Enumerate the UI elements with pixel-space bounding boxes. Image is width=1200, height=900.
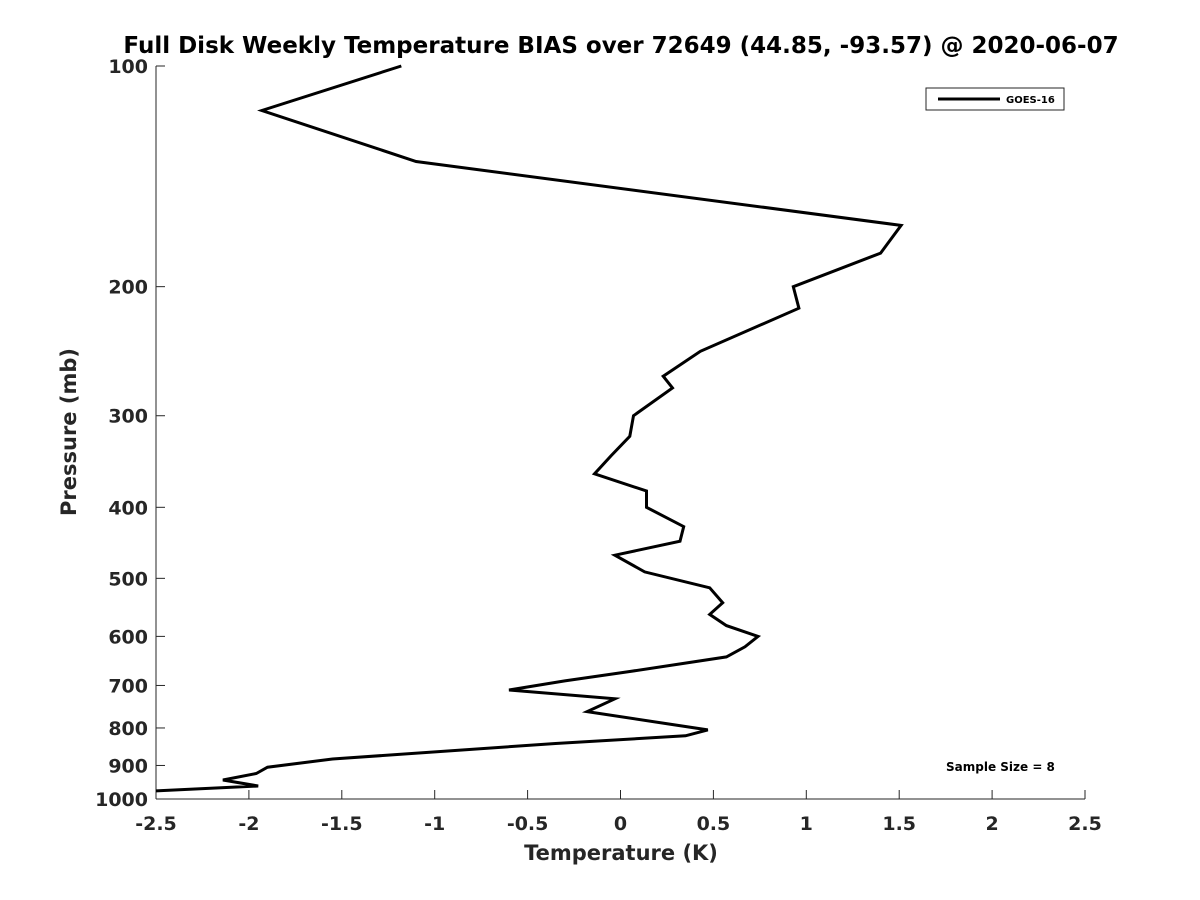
x-tick-label: -1 (424, 813, 445, 835)
x-tick-label: 1 (800, 813, 813, 835)
x-tick-label: 2.5 (1068, 813, 1102, 835)
x-tick-label: -2 (238, 813, 259, 835)
series-layer (155, 64, 904, 793)
x-tick-label: 2 (985, 813, 998, 835)
y-tick-label: 700 (108, 675, 148, 697)
x-tick-label: -0.5 (507, 813, 549, 835)
y-tick-label: 900 (108, 755, 148, 777)
x-tick-label: 0 (614, 813, 627, 835)
y-ticks: 100 200 300 400 500 600 700 800 900 1000 (95, 56, 165, 811)
series-line-goes-16 (155, 64, 904, 793)
y-tick-label: 100 (108, 56, 148, 78)
x-axis-label: Temperature (K) (524, 841, 718, 865)
legend: GOES-16 (925, 87, 1065, 111)
y-tick-label: 400 (108, 497, 148, 519)
y-tick-label: 800 (108, 718, 148, 740)
y-tick-label: 500 (108, 568, 148, 590)
x-tick-label: 0.5 (697, 813, 731, 835)
x-tick-label: -2.5 (135, 813, 177, 835)
sample-size-annotation: Sample Size = 8 (946, 760, 1055, 774)
x-tick-label: -1.5 (321, 813, 363, 835)
y-tick-label: 1000 (95, 789, 148, 811)
y-axis-label: Pressure (mb) (57, 348, 81, 516)
x-tick-label: 1.5 (882, 813, 916, 835)
legend-label-goes-16: GOES-16 (1006, 95, 1055, 106)
chart-title: Full Disk Weekly Temperature BIAS over 7… (123, 33, 1118, 59)
y-tick-label: 300 (108, 406, 148, 428)
x-ticks: -2.5 -2 -1.5 -1 -0.5 0 0.5 1 1.5 2 2.5 (135, 790, 1102, 835)
y-tick-label: 600 (108, 626, 148, 648)
y-tick-label: 200 (108, 277, 148, 299)
